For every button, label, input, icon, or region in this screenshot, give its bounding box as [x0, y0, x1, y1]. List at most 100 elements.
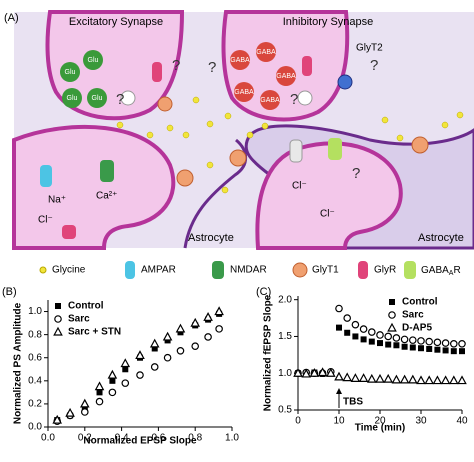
vesicle-label: GABA	[234, 89, 254, 96]
point	[376, 331, 384, 339]
glyt1	[176, 169, 194, 187]
point	[383, 373, 394, 383]
legend-icon	[358, 261, 368, 279]
point	[458, 340, 466, 348]
point	[108, 388, 117, 397]
question-mark: ?	[352, 165, 360, 182]
question-mark: ?	[370, 57, 378, 74]
glyr	[302, 56, 312, 76]
point	[442, 347, 449, 354]
vesicle	[260, 90, 280, 110]
annotation-arrowhead	[336, 388, 342, 394]
point	[407, 374, 418, 384]
y-axis-label: Normalized PS Amplitude	[13, 302, 24, 424]
point	[65, 407, 75, 417]
legend-label: Control	[68, 301, 104, 312]
question-mark: ?	[208, 59, 216, 76]
point	[393, 342, 400, 349]
legend-label: Sarc	[68, 314, 90, 325]
y-tick-label: 0.5	[278, 405, 292, 416]
point	[135, 350, 145, 360]
excitatory-terminal	[45, 10, 185, 121]
y-tick-label: 0.6	[28, 352, 42, 363]
point	[191, 342, 200, 350]
inhibitory-terminal	[221, 10, 350, 122]
synapse-title: Inhibitory Synapse	[283, 16, 374, 28]
legend-label: Sarc + STN	[68, 327, 121, 338]
panel-label: (B)	[2, 286, 17, 298]
vesicle-label: GABA	[230, 57, 250, 64]
glyr	[152, 62, 162, 82]
ion-label: Cl⁻	[320, 209, 335, 220]
ion-label: Cl⁻	[292, 181, 307, 192]
legend-label: Control	[402, 297, 438, 308]
point	[424, 375, 435, 385]
point	[392, 334, 401, 342]
point	[162, 331, 173, 341]
point	[440, 375, 451, 385]
vesicle	[60, 62, 80, 82]
point	[175, 323, 186, 333]
point	[384, 332, 393, 341]
x-tick-label: 40	[456, 416, 468, 427]
vesicle-label: GABA	[256, 49, 276, 56]
vesicle	[62, 88, 82, 108]
legend-label: Glycine	[52, 265, 86, 276]
y-tick-label: 1.0	[278, 368, 292, 379]
point	[214, 306, 224, 316]
y-tick-label: 1.5	[278, 331, 292, 342]
vesicle	[256, 42, 276, 62]
point	[399, 374, 410, 384]
y-axis-label: Normalized fEPSP Slope	[263, 294, 274, 411]
point	[448, 375, 459, 385]
vesicle	[276, 66, 296, 86]
point	[109, 377, 116, 384]
y-tick-label: 0.4	[28, 375, 42, 386]
point	[450, 348, 457, 355]
vesicle-label: GABA	[260, 97, 280, 104]
y-tick-label: 0.8	[28, 329, 42, 340]
legend-label: Sarc	[402, 310, 424, 321]
legend-marker	[55, 303, 61, 309]
glyt2	[337, 74, 353, 90]
legend-marker	[53, 326, 63, 336]
point	[408, 336, 417, 344]
x-tick-label: 0.6	[151, 433, 165, 444]
legend-icon	[39, 266, 47, 274]
point	[385, 341, 392, 348]
point	[426, 345, 433, 352]
point	[343, 314, 352, 322]
point	[301, 368, 312, 378]
point	[401, 343, 408, 350]
point	[344, 329, 351, 336]
vesicle	[83, 50, 103, 70]
x-tick-label: 10	[333, 416, 345, 427]
point	[352, 333, 359, 340]
postsynaptic-spine	[12, 124, 176, 250]
point	[190, 317, 201, 327]
legend-label: D-AP5	[402, 323, 432, 334]
point	[150, 363, 159, 371]
ion-label: Na⁺	[48, 195, 66, 206]
x-tick-label: 30	[415, 416, 427, 427]
legend-icon	[292, 262, 308, 278]
point	[366, 373, 377, 383]
point	[203, 312, 213, 321]
x-axis-label: Time (min)	[355, 423, 405, 434]
vesicle	[230, 50, 250, 70]
panel-label: (A)	[4, 12, 19, 24]
point	[120, 358, 131, 368]
point	[449, 340, 458, 348]
x-tick-label: 0.2	[78, 433, 92, 444]
astrocyte-label: Astrocyte	[418, 232, 464, 244]
point	[79, 398, 90, 408]
x-tick-label: 20	[374, 416, 386, 427]
vesicle-label: GABA	[276, 73, 296, 80]
point	[96, 389, 103, 396]
glyr	[289, 139, 303, 163]
nmdar	[100, 160, 114, 182]
legend-label: NMDAR	[230, 265, 267, 276]
point	[358, 373, 369, 382]
diagram: (A) Excitatory Synapse Inhibitory Synaps…	[4, 10, 474, 279]
x-tick-label: 1.0	[225, 433, 239, 444]
